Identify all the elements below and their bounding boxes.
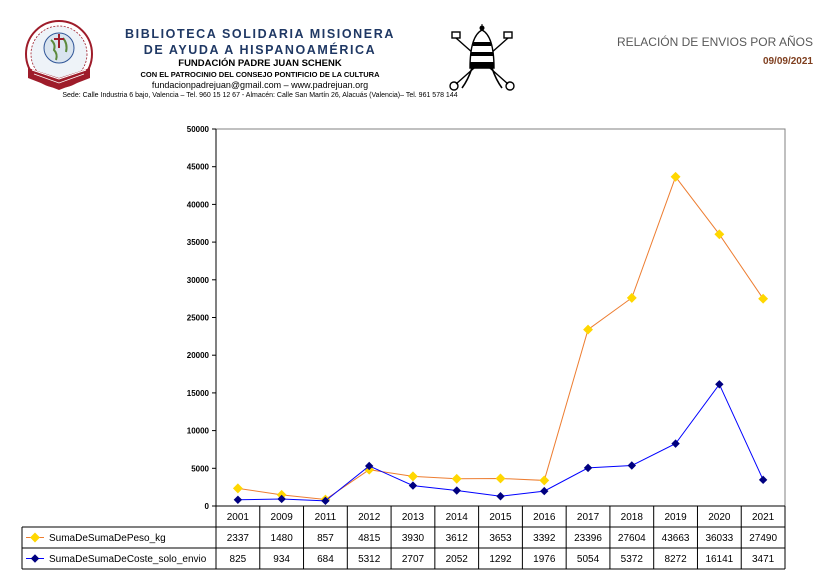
data-point-marker bbox=[452, 486, 461, 495]
y-tick-label: 0 bbox=[205, 502, 210, 511]
y-tick-label: 35000 bbox=[187, 238, 210, 247]
data-point-marker bbox=[496, 492, 505, 501]
data-point-marker bbox=[627, 461, 637, 470]
data-value-label: 16141 bbox=[705, 554, 733, 565]
x-category-label: 2011 bbox=[315, 512, 337, 523]
data-value-label: 27490 bbox=[749, 533, 777, 544]
chart-series bbox=[232, 171, 769, 506]
data-point-marker bbox=[451, 473, 462, 484]
data-value-label: 934 bbox=[273, 554, 290, 565]
data-value-label: 3392 bbox=[533, 533, 556, 544]
series-name-label: SumaDeSumaDeCoste_solo_envio bbox=[49, 554, 207, 565]
x-category-label: 2013 bbox=[402, 512, 425, 523]
report-title: RELACIÓN DE ENVIOS POR AÑOS bbox=[616, 35, 813, 49]
data-point-marker bbox=[670, 171, 681, 182]
data-value-label: 3612 bbox=[446, 533, 469, 544]
chart-data-table: 2001 2009 2011 2012 2013 2014 2015 2016 2017 2018… bbox=[21, 505, 786, 570]
data-value-label: 36033 bbox=[705, 533, 733, 544]
data-value-label: 1480 bbox=[271, 533, 294, 544]
data-point-marker bbox=[626, 292, 637, 303]
data-value-label: 2052 bbox=[446, 554, 469, 565]
data-value-label: 5372 bbox=[621, 554, 644, 565]
y-tick-label: 15000 bbox=[187, 389, 210, 398]
data-value-label: 23396 bbox=[574, 533, 602, 544]
x-category-label: 2016 bbox=[533, 512, 556, 523]
contact-email-web: fundacionpadrejuan@gmail.com – www.padre… bbox=[151, 80, 369, 90]
data-point-marker bbox=[758, 293, 769, 304]
y-tick-label: 40000 bbox=[187, 200, 210, 209]
data-value-label: 825 bbox=[230, 554, 247, 565]
report-header: BIBLIOTECA SOLIDARIA MISIONERA DE AYUDA … bbox=[0, 0, 823, 110]
data-point-marker bbox=[30, 554, 40, 563]
data-value-label: 5054 bbox=[577, 554, 600, 565]
y-tick-label: 10000 bbox=[187, 427, 210, 436]
data-value-label: 1292 bbox=[489, 554, 512, 565]
data-value-label: 3471 bbox=[752, 554, 775, 565]
foundation-name: FUNDACIÓN PADRE JUAN SCHENK bbox=[178, 58, 342, 69]
data-value-label: 2707 bbox=[402, 554, 425, 565]
data-point-marker bbox=[583, 324, 593, 335]
data-value-label: 1976 bbox=[533, 554, 556, 565]
x-category-label: 2021 bbox=[752, 512, 775, 523]
data-point-marker bbox=[233, 495, 243, 504]
data-point-marker bbox=[30, 532, 40, 543]
data-value-label: 857 bbox=[317, 533, 334, 544]
org-name-line1: BIBLIOTECA SOLIDARIA MISIONERA bbox=[125, 27, 395, 41]
y-tick-label: 50000 bbox=[187, 125, 210, 134]
data-point-marker bbox=[715, 380, 724, 389]
data-point-marker bbox=[408, 481, 418, 490]
series-line-1 bbox=[237, 175, 764, 501]
organization-info: BIBLIOTECA SOLIDARIA MISIONERA DE AYUDA … bbox=[40, 26, 480, 101]
x-category-label: 2020 bbox=[708, 512, 731, 523]
x-category-label: 2001 bbox=[227, 512, 250, 523]
data-point-marker bbox=[671, 439, 680, 448]
patronage-line: CON EL PATROCINIO DEL CONSEJO PONTIFICIO… bbox=[140, 70, 380, 79]
data-point-marker bbox=[714, 229, 725, 240]
org-name-line2: DE AYUDA A HISPANOAMÉRICA bbox=[143, 43, 377, 57]
data-point-marker bbox=[495, 473, 506, 484]
data-value-label: 684 bbox=[317, 554, 334, 565]
y-tick-label: 25000 bbox=[187, 314, 210, 323]
data-point-marker bbox=[583, 463, 593, 473]
data-value-label: 4815 bbox=[358, 533, 381, 544]
data-point-marker bbox=[540, 486, 549, 496]
x-category-label: 2019 bbox=[664, 512, 687, 523]
plot-area-frame bbox=[215, 128, 786, 507]
data-point-marker bbox=[232, 483, 243, 494]
data-value-label: 27604 bbox=[618, 533, 646, 544]
y-tick-label: 45000 bbox=[187, 163, 210, 172]
report-date: 09/09/2021 bbox=[762, 56, 813, 67]
data-value-label: 8272 bbox=[664, 554, 687, 565]
data-value-label: 43663 bbox=[662, 533, 690, 544]
data-value-label: 5312 bbox=[358, 554, 381, 565]
x-category-label: 2018 bbox=[621, 512, 644, 523]
y-tick-label: 5000 bbox=[191, 464, 209, 473]
address-line: Sede: Calle Industria 6 bajo, Valencia –… bbox=[62, 92, 458, 99]
data-point-marker bbox=[321, 496, 330, 506]
library-globe-book-logo bbox=[25, 20, 93, 90]
data-point-marker bbox=[277, 494, 286, 504]
data-point-marker bbox=[539, 475, 550, 486]
data-value-label: 2337 bbox=[227, 533, 250, 544]
data-point-marker bbox=[364, 461, 374, 471]
data-value-label: 3930 bbox=[402, 533, 425, 544]
chart-axes: 0 5000 10000 15000 20000 25000 30000 35000 40000… bbox=[187, 125, 786, 511]
x-category-label: 2012 bbox=[358, 512, 381, 523]
y-tick-label: 30000 bbox=[187, 276, 210, 285]
data-point-marker bbox=[408, 471, 418, 482]
data-value-label: 3653 bbox=[489, 533, 512, 544]
x-category-label: 2009 bbox=[271, 512, 294, 523]
papal-tiara-keys-emblem bbox=[449, 24, 515, 91]
x-category-label: 2015 bbox=[489, 512, 512, 523]
data-point-marker bbox=[758, 475, 768, 485]
line-chart: 0 5000 10000 15000 20000 25000 30000 35000 40000… bbox=[21, 125, 786, 570]
x-category-label: 2017 bbox=[577, 512, 600, 523]
y-tick-label: 20000 bbox=[187, 351, 210, 360]
x-category-label: 2014 bbox=[446, 512, 469, 523]
series-name-label: SumaDeSumaDePeso_kg bbox=[49, 533, 166, 544]
